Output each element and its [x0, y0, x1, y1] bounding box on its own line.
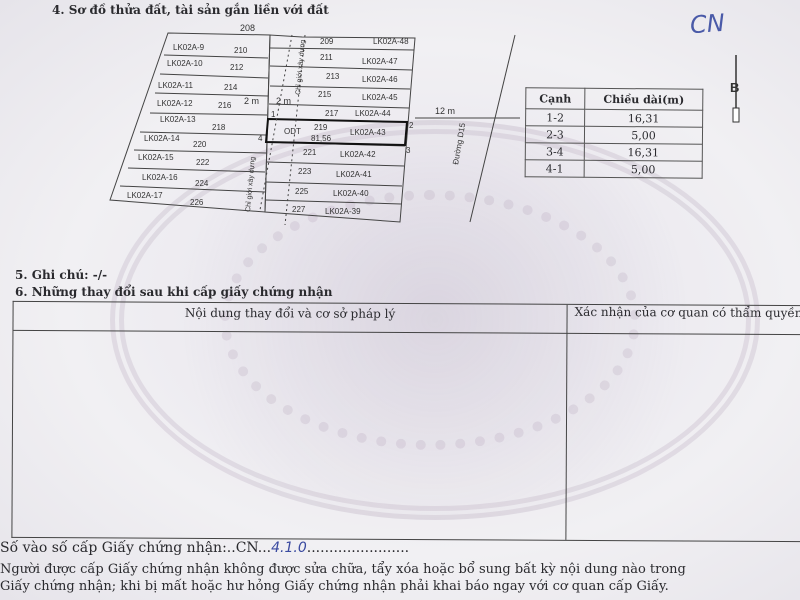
lot-code: LK02A-45 [362, 93, 398, 102]
register-value: CN [235, 540, 258, 556]
lot-code: LK02A-11 [158, 81, 194, 90]
lot-number: 219 [314, 123, 328, 132]
watermark-emblem-inner [220, 190, 640, 450]
notice-line-2: Giấy chứng nhận; khi bị mất hoặc hư hỏng… [0, 579, 669, 594]
register-dots-sep: ... [257, 540, 272, 556]
lot-code: LK02A-41 [336, 170, 372, 179]
edge-cell: 1-2 [525, 108, 585, 127]
table-row: 2-3 5,00 [525, 125, 703, 145]
lot-number: 224 [195, 179, 209, 188]
header-divider [13, 329, 800, 336]
length-cell: 16,31 [584, 143, 703, 162]
register-number: Số vào số cấp Giấy chứng nhận:..CN...4.1… [0, 540, 409, 556]
edge-cell: 4-1 [525, 159, 585, 178]
lot-code: LK02A-42 [340, 150, 376, 159]
vertex-label: 2 [409, 121, 414, 130]
lot-code: LK02A-43 [350, 128, 386, 137]
building-line-label: Chỉ giới xây dựng [244, 156, 257, 212]
vertex-label: 4 [258, 134, 263, 143]
lot-code: LK02A-13 [160, 115, 196, 124]
lot-number: 210 [234, 46, 248, 55]
lot-number: 218 [212, 123, 226, 132]
setback-left: 2 m [244, 96, 259, 106]
building-line-left [259, 34, 293, 211]
edge-cell: 2-3 [525, 125, 585, 144]
lot-number: 212 [230, 63, 244, 72]
header-length: Chiều dài(m) [584, 88, 703, 111]
register-dots: ....................... [306, 540, 410, 556]
length-cell: 16,31 [584, 109, 703, 128]
lot-code: LK02A-15 [138, 153, 174, 162]
lot-number: 209 [320, 37, 334, 46]
lot-number: 211 [320, 53, 333, 62]
lot-code: LK02A-40 [333, 189, 369, 198]
north-label: B [730, 80, 739, 95]
table-row: 3-4 16,31 [525, 142, 703, 162]
section-5-title: 5. Ghi chú: -/- [15, 268, 108, 282]
lot-code: LK02A-47 [362, 57, 398, 66]
lot-code: LK02A-17 [127, 191, 163, 200]
lot-number: 221 [303, 148, 317, 157]
road-edge [469, 34, 516, 223]
lot-code: LK02A-12 [157, 99, 193, 108]
table-row: 1-2 16,31 [525, 108, 703, 128]
register-label: Số vào số cấp Giấy chứng nhận:.. [0, 540, 236, 556]
column-header-changes: Nội dung thay đổi và cơ sở pháp lý [184, 305, 396, 321]
right-block-outline [264, 34, 416, 223]
lot-number: 213 [326, 72, 340, 81]
edge-length-table: Cạnh Chiều dài(m) 1-2 16,31 2-3 5,00 3-4 16,… [525, 87, 704, 179]
length-cell: 5,00 [584, 160, 703, 179]
lot-code: LK02A-14 [144, 134, 180, 143]
table-row: 4-1 5,00 [525, 159, 703, 179]
lot-number: 214 [224, 83, 238, 92]
notice-line-1: Người được cấp Giấy chứng nhận không đượ… [0, 562, 686, 577]
length-cell: 5,00 [584, 126, 703, 145]
road-width: 12 m [435, 106, 455, 116]
setback-right: 2 m [276, 96, 291, 106]
vertex-label: 3 [406, 146, 411, 155]
lot-code: LK02A-44 [355, 109, 391, 118]
north-arrow-icon: B [730, 55, 740, 123]
lot-code: LK02A-9 [173, 43, 205, 52]
lot-code: LK02A-16 [142, 173, 178, 182]
lot-code: LK02A-46 [362, 75, 398, 84]
lot-number: 226 [190, 198, 204, 207]
lot-area: 81,56 [311, 134, 332, 143]
lot-number: 215 [318, 90, 332, 99]
lot-number: 227 [292, 205, 306, 214]
land-plot-map: 208 LK02A-9 210 LK02A-10 212 LK02A-11 214 L… [109, 23, 740, 226]
lot-number: 222 [196, 158, 210, 167]
lot-number: 225 [295, 187, 309, 196]
lot-code: LK02A-48 [373, 37, 409, 46]
section-4-title: 4. Sơ đồ thửa đất, tài sản gắn liền với … [52, 3, 329, 17]
lot-number: 220 [193, 140, 207, 149]
column-header-confirmation: Xác nhận của cơ quan có thẩm quyền [574, 304, 800, 321]
section-6-title: 6. Những thay đổi sau khi cấp giấy chứng… [15, 285, 333, 299]
lot-number: 216 [218, 101, 232, 110]
lot-number: 217 [325, 109, 339, 118]
column-divider [565, 304, 568, 540]
header-edge: Cạnh [525, 87, 585, 110]
building-line-right [284, 34, 306, 226]
lot-code: LK02A-10 [167, 59, 203, 68]
lot-number: 208 [240, 23, 255, 33]
subject-lot-219 [264, 117, 409, 147]
changes-table: Nội dung thay đổi và cơ sở pháp lý Xác n… [11, 300, 800, 543]
road-name: Đường D15 [451, 122, 467, 166]
lot-number: 223 [298, 167, 312, 176]
lot-code: LK02A-39 [325, 207, 361, 216]
vertex-label: 1 [271, 110, 276, 119]
register-handwritten: 4.1.0 [271, 540, 307, 556]
edge-cell: 3-4 [525, 142, 585, 161]
land-type: ODT [284, 127, 301, 136]
